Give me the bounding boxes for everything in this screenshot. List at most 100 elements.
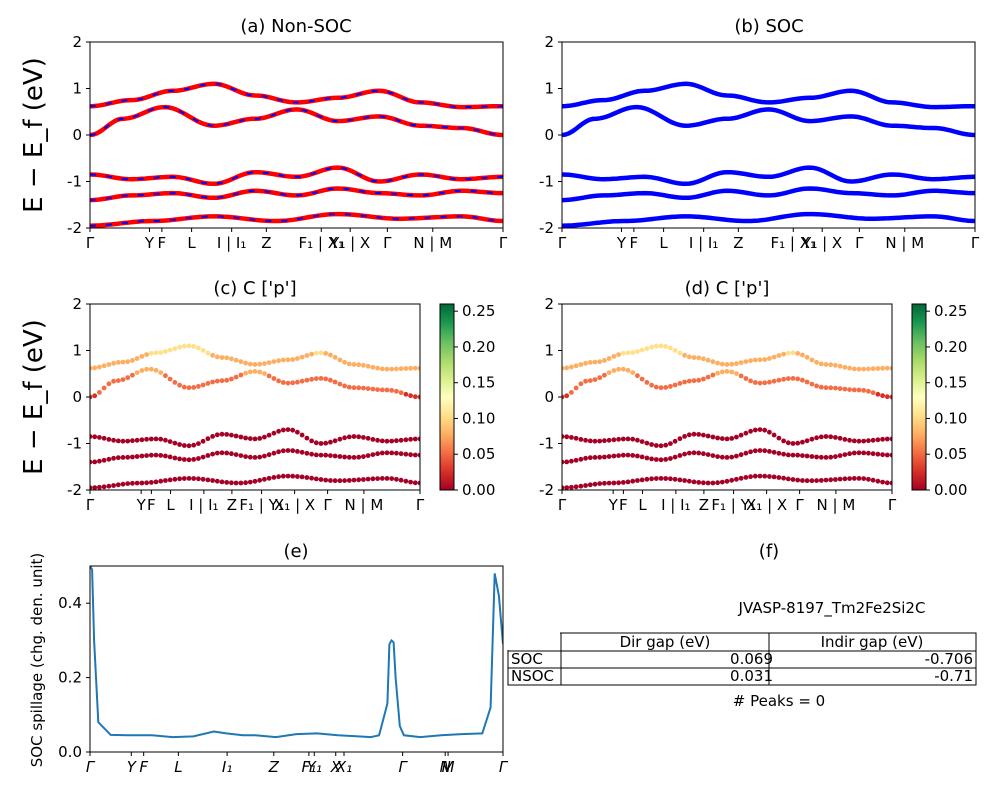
point-d-0-42	[757, 357, 763, 363]
point-d-2-24	[672, 438, 678, 444]
point-d-0-13	[620, 350, 626, 356]
point-c-0-59	[365, 363, 371, 369]
bands-b	[562, 81, 975, 228]
point-d-4-15	[630, 478, 636, 484]
point-c-0-39	[271, 359, 277, 364]
point-d-2-11	[611, 437, 617, 443]
ytick-label-e-0: 0.0	[58, 743, 82, 761]
point-d-1-28	[691, 378, 697, 384]
point-d-3-43	[762, 448, 768, 454]
point-c-0-66	[398, 366, 404, 372]
point-d-3-53	[809, 454, 815, 459]
point-d-2-44	[767, 429, 772, 435]
xtick-label-d-0: Γ	[558, 496, 567, 514]
point-d-0-1	[564, 365, 570, 371]
xtick-label-c-9: N | M	[345, 496, 384, 514]
point-c-0-43	[290, 357, 296, 362]
point-d-3-51	[800, 453, 805, 458]
point-d-0-48	[785, 350, 791, 356]
title-b: (b) SOC	[734, 16, 803, 37]
point-c-4-41	[280, 473, 286, 479]
point-c-4-65	[394, 476, 399, 482]
point-c-3-29	[224, 450, 230, 456]
point-c-4-29	[224, 480, 230, 485]
point-d-2-7	[592, 438, 598, 444]
point-d-1-9	[602, 372, 607, 378]
point-c-0-23	[196, 345, 201, 351]
ylabel-e: SOC spillage (chg. den. unit)	[28, 553, 46, 768]
point-c-2-65	[394, 438, 399, 444]
point-c-0-32	[238, 359, 244, 365]
band-b-1	[562, 104, 975, 138]
point-c-4-28	[219, 479, 225, 485]
point-c-1-37	[262, 371, 267, 376]
table-header-indir: Indir gap (eV)	[821, 633, 924, 651]
point-c-2-4	[106, 437, 112, 442]
frame-a	[89, 41, 504, 229]
xtick-label-a-6: F₁ | X₁	[299, 234, 345, 252]
point-c-2-53	[337, 436, 343, 442]
point-d-3-19	[649, 456, 654, 462]
point-c-3-57	[356, 454, 362, 460]
point-d-3-61	[847, 451, 852, 457]
point-d-4-58	[833, 477, 838, 482]
point-d-4-60	[842, 476, 848, 482]
point-c-3-3	[101, 457, 107, 463]
point-c-1-29	[224, 377, 230, 383]
point-d-2-66	[870, 437, 876, 443]
point-d-4-37	[734, 476, 739, 482]
point-c-3-24	[200, 454, 206, 460]
point-c-4-24	[200, 476, 206, 482]
point-c-2-63	[384, 438, 390, 444]
title-c: (c) C ['p']	[213, 278, 296, 299]
point-d-4-10	[606, 480, 612, 486]
point-d-3-10	[606, 454, 612, 459]
point-d-3-27	[686, 450, 692, 456]
point-d-1-8	[597, 375, 603, 381]
point-d-3-16	[635, 453, 640, 459]
point-c-4-64	[389, 476, 395, 481]
point-d-3-58	[833, 454, 838, 459]
point-d-1-22	[663, 385, 669, 390]
point-c-0-24	[200, 348, 206, 353]
point-d-0-67	[875, 366, 881, 371]
point-d-0-23	[668, 345, 673, 351]
point-c-0-53	[337, 357, 343, 363]
point-c-1-17	[167, 376, 173, 382]
band-a-blue-2	[90, 166, 503, 185]
point-c-1-38	[266, 373, 272, 379]
xtick-label-c-7: X₁ | X	[274, 496, 315, 514]
point-d-2-26	[682, 434, 687, 439]
point-c-0-34	[247, 361, 253, 367]
xtick-label-c-10: Γ	[416, 496, 425, 514]
point-d-2-1	[564, 434, 570, 440]
point-c-4-62	[379, 476, 385, 481]
point-c-4-21	[186, 476, 192, 481]
point-d-0-36	[729, 361, 735, 367]
point-d-0-47	[781, 351, 786, 357]
point-d-0-39	[743, 359, 749, 364]
point-d-1-4	[578, 381, 584, 387]
point-c-3-22	[191, 457, 197, 462]
point-c-3-45	[299, 449, 305, 455]
xtick-label-b-5: Z	[733, 234, 743, 252]
point-c-3-30	[229, 451, 234, 457]
point-d-4-7	[592, 481, 598, 487]
point-c-3-8	[125, 454, 131, 460]
point-c-0-7	[120, 359, 126, 365]
point-c-4-14	[153, 479, 159, 485]
point-c-3-41	[280, 448, 286, 454]
point-c-0-30	[229, 356, 234, 362]
point-d-3-57	[828, 454, 834, 460]
point-c-1-33	[243, 370, 249, 376]
point-c-2-25	[205, 436, 211, 442]
point-d-0-40	[748, 358, 753, 364]
xtick-label-b-3: L	[659, 234, 668, 252]
point-d-0-49	[790, 350, 796, 356]
point-c-4-58	[361, 477, 366, 482]
point-c-0-14	[153, 350, 159, 356]
point-d-1-20	[653, 384, 659, 390]
point-c-3-1	[92, 459, 98, 465]
point-d-4-55	[818, 478, 824, 483]
